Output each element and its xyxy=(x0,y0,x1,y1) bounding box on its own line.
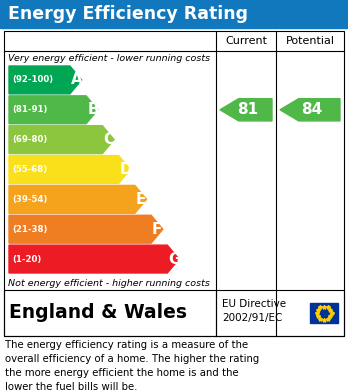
Text: England & Wales: England & Wales xyxy=(9,303,187,323)
Text: G: G xyxy=(168,251,181,267)
Text: (21-38): (21-38) xyxy=(12,225,47,234)
Polygon shape xyxy=(9,245,179,273)
Polygon shape xyxy=(9,66,81,94)
Text: F: F xyxy=(152,222,163,237)
Bar xyxy=(310,303,338,323)
Text: Current: Current xyxy=(225,36,267,46)
Text: A: A xyxy=(71,72,83,88)
Bar xyxy=(0,0,348,28)
Text: (92-100): (92-100) xyxy=(12,75,53,84)
Text: 81: 81 xyxy=(237,102,259,117)
Text: (55-68): (55-68) xyxy=(12,165,47,174)
Text: 84: 84 xyxy=(301,102,323,117)
Text: (39-54): (39-54) xyxy=(12,195,47,204)
Text: Energy Efficiency Rating: Energy Efficiency Rating xyxy=(8,5,248,23)
Bar xyxy=(4,31,344,336)
Polygon shape xyxy=(9,96,98,124)
Polygon shape xyxy=(9,215,163,243)
Text: (1-20): (1-20) xyxy=(12,255,41,264)
Text: Potential: Potential xyxy=(285,36,334,46)
Text: C: C xyxy=(103,132,114,147)
Bar xyxy=(4,290,344,336)
Text: (69-80): (69-80) xyxy=(12,135,47,144)
Text: D: D xyxy=(120,162,132,177)
Text: Very energy efficient - lower running costs: Very energy efficient - lower running co… xyxy=(8,54,210,63)
Text: E: E xyxy=(136,192,146,207)
Text: (81-91): (81-91) xyxy=(12,105,47,114)
Text: EU Directive
2002/91/EC: EU Directive 2002/91/EC xyxy=(222,300,286,323)
Text: The energy efficiency rating is a measure of the
overall efficiency of a home. T: The energy efficiency rating is a measur… xyxy=(5,340,259,391)
Text: B: B xyxy=(87,102,99,117)
Polygon shape xyxy=(9,156,130,183)
Text: Not energy efficient - higher running costs: Not energy efficient - higher running co… xyxy=(8,280,210,289)
Polygon shape xyxy=(9,126,114,154)
Polygon shape xyxy=(9,185,147,213)
Polygon shape xyxy=(220,99,272,121)
Polygon shape xyxy=(280,99,340,121)
